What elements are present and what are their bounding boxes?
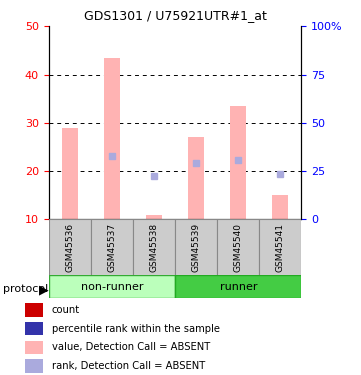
Text: non-runner: non-runner (81, 282, 143, 291)
Bar (25, 322, 43, 335)
Bar (91, 219, 133, 276)
Bar (104, 58, 120, 219)
Bar (175, 275, 301, 298)
Title: GDS1301 / U75921UTR#1_at: GDS1301 / U75921UTR#1_at (84, 9, 266, 22)
Bar (133, 219, 175, 276)
Bar (175, 219, 217, 276)
Bar (259, 219, 301, 276)
Bar (62, 128, 78, 219)
Text: GSM45540: GSM45540 (234, 223, 243, 272)
Text: GSM45537: GSM45537 (108, 223, 116, 272)
Bar (188, 137, 204, 219)
Bar (230, 106, 246, 219)
Bar (273, 195, 288, 219)
Text: GSM45539: GSM45539 (192, 223, 201, 272)
Text: ▶: ▶ (39, 283, 49, 296)
Text: GSM45538: GSM45538 (149, 223, 158, 272)
Bar (25, 359, 43, 373)
Bar (217, 219, 259, 276)
Bar (49, 219, 91, 276)
Text: rank, Detection Call = ABSENT: rank, Detection Call = ABSENT (52, 361, 205, 371)
Text: value, Detection Call = ABSENT: value, Detection Call = ABSENT (52, 342, 210, 352)
Text: runner: runner (219, 282, 257, 291)
Text: count: count (52, 305, 80, 315)
Text: protocol: protocol (3, 285, 48, 294)
Bar (25, 303, 43, 316)
Bar (49, 275, 175, 298)
Bar (146, 214, 162, 219)
Text: GSM45536: GSM45536 (65, 223, 74, 272)
Text: GSM45541: GSM45541 (276, 223, 285, 272)
Text: percentile rank within the sample: percentile rank within the sample (52, 324, 219, 333)
Bar (25, 340, 43, 354)
